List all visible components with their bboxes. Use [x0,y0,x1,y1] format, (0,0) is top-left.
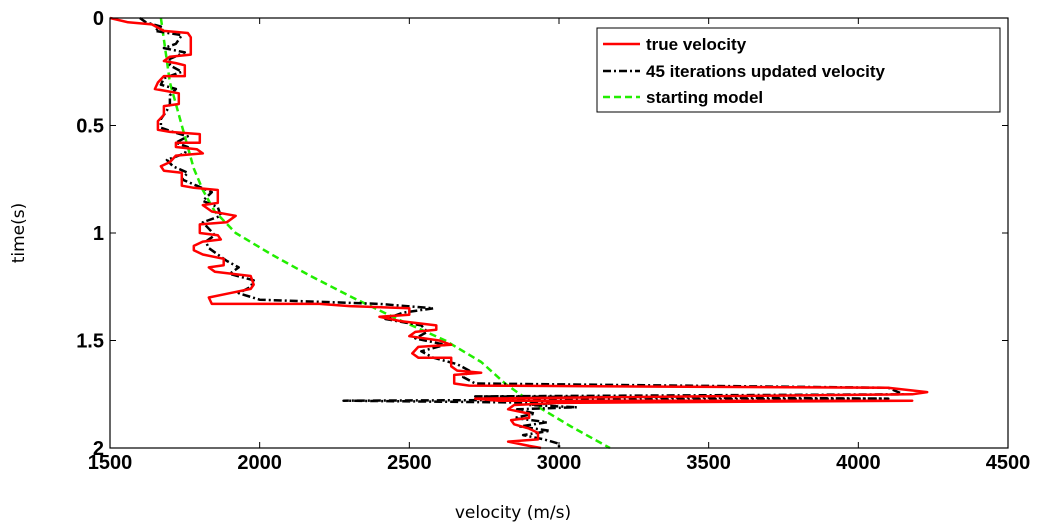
ticks-layer: 1500 2000 2500 3000 3500 4000 4500 0 0.5 1 1.5 2 [76,8,1030,474]
legend-box [596,27,1001,113]
x-tick-label: 2500 [387,452,432,474]
legend-label-updated-velocity: 45 iterations updated velocity [646,62,886,81]
legend-label-true-velocity: true velocity [646,35,747,54]
x-axis-label: velocity (m/s) [455,503,571,523]
x-tick-label: 3500 [686,452,731,474]
y-tick-label: 1.5 [76,331,104,353]
legend: true velocity 45 iterations updated velo… [596,27,1001,113]
series-line-true-velocity [109,16,929,450]
y-tick-label: 0 [93,8,104,30]
legend-label-starting-model: starting model [646,88,763,107]
x-tick-label: 2000 [237,452,282,474]
x-tick-label: 4500 [986,452,1031,474]
y-tick-label: 2 [93,438,104,460]
y-tick-label: 0.5 [76,116,104,138]
series-line-starting-model [159,17,611,450]
x-tick-label: 1500 [88,452,133,474]
y-tick-label: 1 [93,223,104,245]
y-axis-label: time(s) [9,203,29,264]
x-tick-label: 4000 [836,452,881,474]
series-layer [109,16,929,450]
x-tick-label: 3000 [537,452,582,474]
